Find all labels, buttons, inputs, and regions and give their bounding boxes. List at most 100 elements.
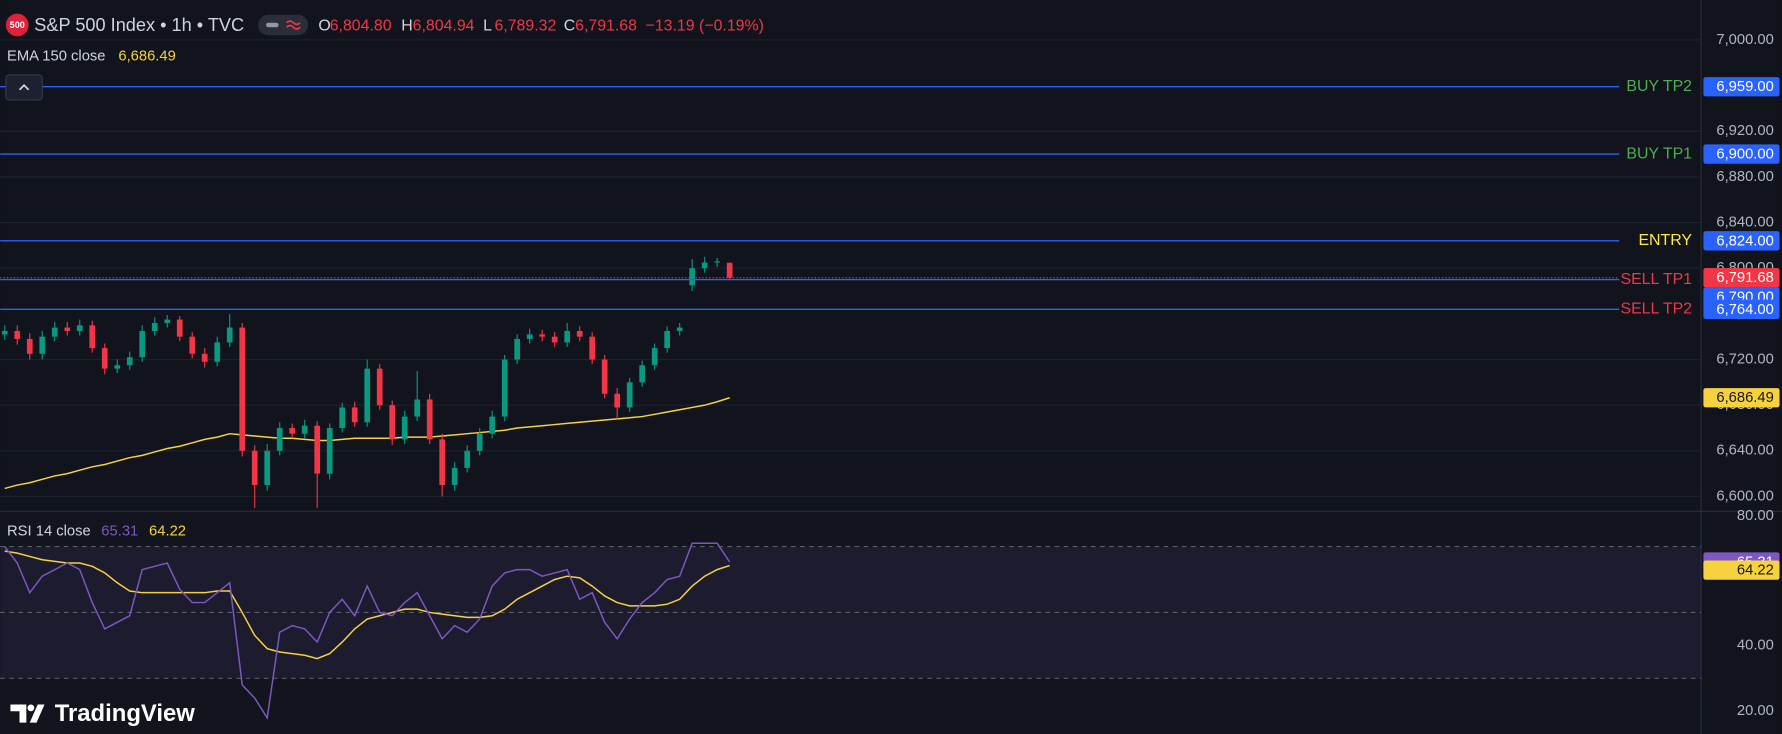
candle-body [726,262,733,278]
candle-body [664,330,671,349]
candle-body [326,427,333,474]
ohlc-key: H [401,17,412,34]
last-price-tag: 6,791.68 [1716,270,1773,286]
candle-body [314,425,321,474]
candle-body [176,319,183,337]
candle-body [339,407,346,428]
level-tag: 6,824.00 [1716,233,1773,249]
candle-body [251,450,258,486]
ohlc-value: 6,789.32 [494,17,556,34]
candle-body [126,357,133,366]
candle-body [601,359,608,394]
brand-name: TradingView [55,700,196,727]
y-tick-label: 6,600.00 [1716,488,1773,504]
candle-body [301,425,308,434]
level-tag-bg [1703,231,1780,251]
candle-body [276,427,283,451]
rsi-tick-label: 80.00 [1737,508,1774,524]
candle-body [589,336,596,360]
level-tag: 6,764.00 [1716,302,1773,318]
candle-body [451,467,458,486]
rsi-legend-name: RSI 14 close [7,524,91,540]
symbol-logo [5,13,29,37]
candle-body [551,336,558,343]
y-tick-label: 6,920.00 [1716,123,1773,139]
brand-logo-dot [27,704,35,712]
candle-body [526,334,533,339]
candle-body [351,407,358,423]
level-tag-bg [1703,77,1780,97]
ema-line [4,397,730,490]
candle-body [264,450,271,486]
candle-body [576,330,583,337]
rsi-ma-legend-value: 64.22 [149,524,186,540]
price-change: −13.19 (−0.19%) [646,17,764,34]
y-tick-label: 6,880.00 [1716,169,1773,185]
candle-body [639,365,646,383]
candle-body [101,348,108,369]
ohlc-value: 6,791.68 [575,17,637,34]
plot-layer [1,256,733,720]
ohlc-value: 6,804.80 [330,17,392,34]
candle-body [26,338,33,354]
candle-body [214,342,221,362]
candle-body [289,427,296,434]
candle-body [1,330,8,335]
last-price-tag-bg [1703,268,1780,288]
candle-body [89,325,96,349]
candle-body [64,327,71,331]
rsi-ma-tag-bg [1703,560,1780,580]
ohlc-key: C [564,17,575,34]
candle-body [239,327,246,451]
rsi-tick-label: 20.00 [1737,703,1774,719]
candle-body [39,336,46,354]
level-name: ENTRY [1638,232,1692,249]
y-tick-label: 7,000.00 [1716,32,1773,48]
ema-tag-bg [1703,388,1780,408]
candle-body [151,322,158,331]
y-tick-label: 6,840.00 [1716,214,1773,230]
status-pill[interactable] [258,14,309,36]
axis-layer: 7,000.006,920.006,880.006,840.006,800.00… [1703,32,1780,719]
y-tick-label: 6,640.00 [1716,443,1773,459]
candle-body [114,365,121,369]
brand-logo [10,704,45,723]
candle-body [514,338,521,360]
candle-body [676,327,683,331]
candle-body [164,319,171,323]
candle-body [501,359,508,417]
candle-body [464,450,471,468]
ohlc-value: 6,804.94 [413,17,475,34]
candle-body [701,262,708,269]
y-tick-label: 6,720.00 [1716,351,1773,367]
grid-layer [0,39,1702,679]
level-tag-bg [1703,144,1780,164]
candle-body [401,416,408,440]
level-tag-bg [1703,299,1780,319]
rsi-ma-tag: 64.22 [1737,563,1774,579]
level-name: SELL TP1 [1620,271,1692,288]
candle-body [364,368,371,423]
candle-body [14,330,21,339]
symbol-title: S&P 500 Index • 1h • TVC [34,15,244,35]
ema-legend-value: 6,686.49 [118,49,175,65]
candle-body [226,327,233,343]
level-name: BUY TP1 [1626,145,1692,162]
candle-body [489,416,496,434]
candle-body [539,334,546,337]
candle-body [189,336,196,354]
status-pill-dash [266,22,279,28]
rsi-ma-line [4,550,730,660]
candle-body [614,393,621,408]
rsi-legend-value: 65.31 [101,524,138,540]
candle-body [439,439,446,486]
level-tag: 6,959.00 [1716,79,1773,95]
collapse-button[interactable] [5,74,43,101]
candle-body [651,348,658,366]
level-tag: 6,900.00 [1716,147,1773,163]
ohlc-legend: O6,804.80 H 6,804.94 L 6,789.32 C 6,791.68 [318,17,637,34]
rsi-pane-background [0,511,1702,734]
candle-body [714,261,720,263]
rsi-line [4,542,731,720]
ohlc-key: O [318,17,330,34]
